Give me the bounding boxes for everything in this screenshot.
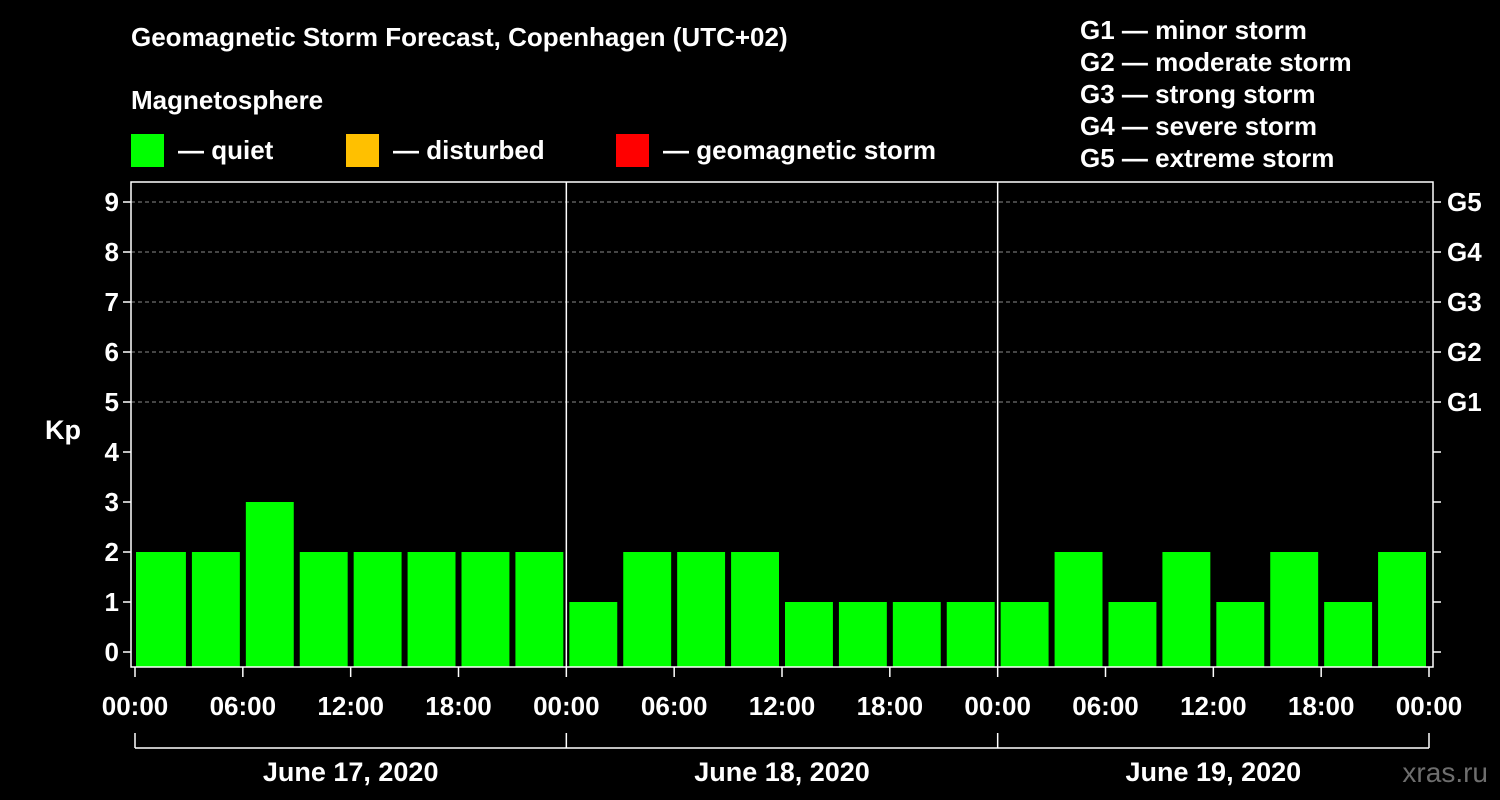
kp-bar bbox=[353, 552, 402, 667]
x-tick-label: 18:00 bbox=[425, 691, 492, 721]
kp-bar bbox=[299, 552, 348, 667]
y-axis-label: Kp bbox=[45, 415, 81, 445]
storm-level-g2: G2 — moderate storm bbox=[1080, 47, 1352, 77]
y-tick-label: 0 bbox=[105, 637, 119, 667]
kp-bar bbox=[569, 602, 618, 667]
y-tick-label: 1 bbox=[105, 587, 119, 617]
x-tick-label: 12:00 bbox=[1180, 691, 1247, 721]
legend-label-quiet: — quiet bbox=[178, 134, 274, 165]
legend-title: Magnetosphere bbox=[131, 85, 324, 115]
right-tick-label-g3: G3 bbox=[1447, 287, 1482, 317]
y-tick-label: 6 bbox=[105, 337, 119, 367]
kp-bar bbox=[515, 552, 564, 667]
kp-bar bbox=[838, 602, 887, 667]
kp-bar bbox=[1270, 552, 1319, 667]
y-tick-label: 9 bbox=[105, 187, 119, 217]
kp-bar bbox=[136, 552, 186, 667]
legend-item-quiet: — quiet bbox=[131, 133, 273, 167]
storm-level-g4: G4 — severe storm bbox=[1080, 111, 1318, 141]
day-label: June 19, 2020 bbox=[1126, 757, 1302, 787]
right-tick-label-g5: G5 bbox=[1447, 187, 1482, 217]
right-tick-label-g4: G4 bbox=[1447, 237, 1482, 267]
x-tick-label: 18:00 bbox=[857, 691, 924, 721]
y-tick-label: 2 bbox=[105, 537, 119, 567]
chart-title: Geomagnetic Storm Forecast, Copenhagen (… bbox=[131, 22, 788, 52]
x-tick-label: 06:00 bbox=[641, 691, 708, 721]
storm-level-g5: G5 — extreme storm bbox=[1080, 143, 1335, 173]
kp-bar bbox=[623, 552, 672, 667]
x-tick-label: 12:00 bbox=[749, 691, 816, 721]
y-tick-label: 5 bbox=[105, 387, 119, 417]
kp-bar bbox=[1378, 552, 1426, 667]
watermark: xras.ru bbox=[1402, 757, 1488, 788]
x-tick-label: 00:00 bbox=[102, 691, 169, 721]
kp-bar bbox=[1000, 602, 1049, 667]
kp-bar bbox=[731, 552, 779, 667]
x-tick-label: 06:00 bbox=[1072, 691, 1139, 721]
storm-level-legend: G1 — minor storm G2 — moderate storm G3 … bbox=[1080, 14, 1352, 174]
y-tick-label: 4 bbox=[105, 437, 120, 467]
x-tick-label: 18:00 bbox=[1288, 691, 1355, 721]
kp-bar bbox=[1054, 552, 1103, 667]
x-tick-label: 00:00 bbox=[533, 691, 600, 721]
kp-bar bbox=[407, 552, 456, 667]
kp-bar bbox=[1216, 602, 1265, 667]
legend-label-storm: — geomagnetic storm bbox=[663, 134, 937, 165]
legend-swatch-storm bbox=[616, 133, 649, 167]
y-tick-label: 7 bbox=[105, 287, 119, 317]
day-label: June 17, 2020 bbox=[263, 757, 439, 787]
x-tick-label: 06:00 bbox=[210, 691, 277, 721]
legend-item-storm: — geomagnetic storm bbox=[616, 133, 936, 167]
kp-bar bbox=[892, 602, 941, 667]
right-tick-label-g1: G1 bbox=[1447, 387, 1482, 417]
x-tick-label: 00:00 bbox=[964, 691, 1031, 721]
legend-label-disturbed: — disturbed bbox=[393, 134, 545, 165]
kp-bar bbox=[1324, 602, 1373, 667]
kp-bar bbox=[785, 602, 833, 667]
legend-swatch-quiet bbox=[131, 133, 164, 167]
y-tick-label: 8 bbox=[105, 237, 119, 267]
kp-bar bbox=[946, 602, 995, 667]
kp-bar bbox=[1162, 552, 1211, 667]
legend-swatch-disturbed bbox=[346, 133, 379, 167]
storm-level-g1: G1 — minor storm bbox=[1080, 15, 1307, 45]
storm-level-g3: G3 — strong storm bbox=[1080, 79, 1316, 109]
kp-bar bbox=[245, 502, 294, 667]
x-tick-label: 12:00 bbox=[317, 691, 384, 721]
x-tick-label: 00:00 bbox=[1396, 691, 1463, 721]
y-tick-label: 3 bbox=[105, 487, 119, 517]
kp-bar bbox=[677, 552, 726, 667]
legend-item-disturbed: — disturbed bbox=[346, 133, 545, 167]
right-tick-label-g2: G2 bbox=[1447, 337, 1482, 367]
kp-bar bbox=[191, 552, 240, 667]
day-label: June 18, 2020 bbox=[694, 757, 870, 787]
kp-bar bbox=[1108, 602, 1157, 667]
kp-bar bbox=[461, 552, 510, 667]
